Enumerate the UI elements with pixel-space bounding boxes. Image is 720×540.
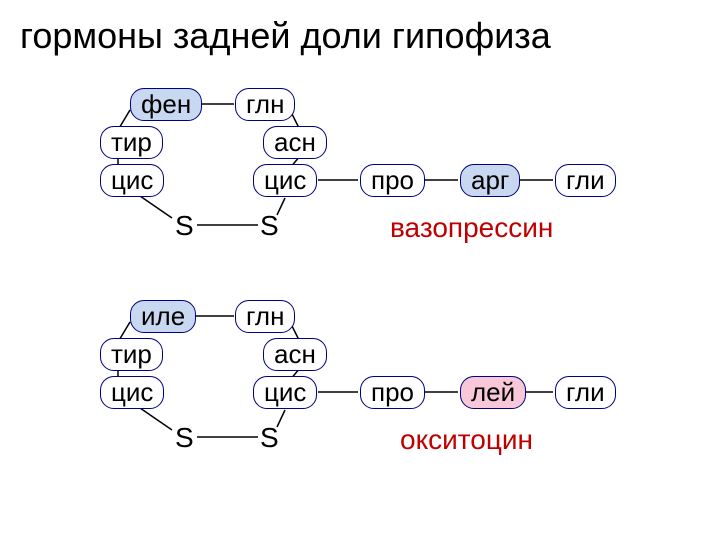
amino-pill-gln: глн xyxy=(235,88,295,121)
sulfur-label: S xyxy=(260,210,279,242)
amino-pill-gln2: глн xyxy=(235,300,295,333)
amino-pill-arg: арг xyxy=(460,164,520,197)
amino-pill-cys3: цис xyxy=(100,376,164,409)
amino-pill-cys1: цис xyxy=(100,164,164,197)
connector-lines xyxy=(0,0,720,540)
hormone-caption-oxytocin: окситоцин xyxy=(400,424,533,456)
amino-pill-cys2: цис xyxy=(253,164,317,197)
amino-pill-asn2: асн xyxy=(263,338,327,371)
amino-pill-ile: иле xyxy=(130,300,196,333)
sulfur-label: S xyxy=(175,210,194,242)
amino-pill-pro: про xyxy=(360,164,425,197)
amino-pill-pro2: про xyxy=(360,376,425,409)
amino-pill-tyr2: тир xyxy=(100,338,163,371)
bond-line xyxy=(140,196,172,218)
amino-pill-leu: лей xyxy=(460,376,526,409)
amino-pill-phe: фен xyxy=(130,88,202,121)
amino-pill-asn: асн xyxy=(263,126,327,159)
sulfur-label: S xyxy=(260,422,279,454)
hormone-caption-vasopressin: вазопрессин xyxy=(390,212,553,244)
bond-line xyxy=(140,408,172,430)
amino-pill-tyr: тир xyxy=(100,126,163,159)
amino-pill-gly2: гли xyxy=(555,376,616,409)
amino-pill-gly: гли xyxy=(555,164,616,197)
diagram-title: гормоны задней доли гипофиза xyxy=(20,15,551,57)
amino-pill-cys4: цис xyxy=(253,376,317,409)
sulfur-label: S xyxy=(175,422,194,454)
